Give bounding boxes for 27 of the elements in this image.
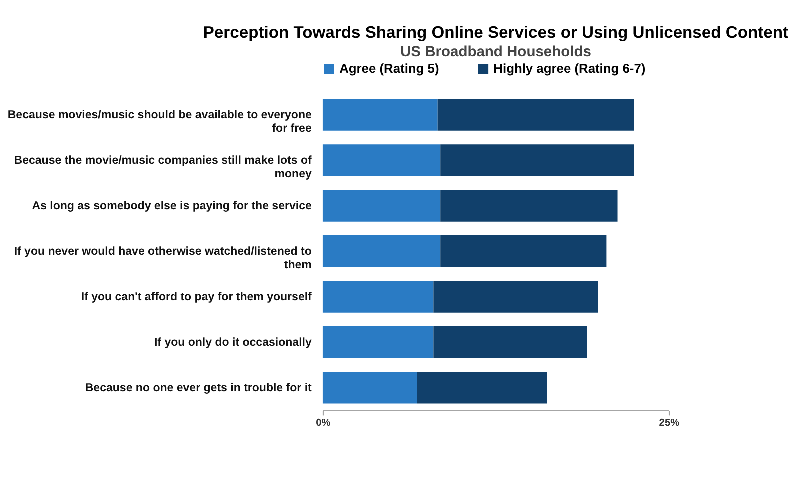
legend-label: Highly agree (Rating 6-7) [494,60,646,76]
chart-subtitle: US Broadband Households [400,44,592,60]
y-tick-label: If you can't afford to pay for them yourself [81,292,312,304]
y-tick-label: If you never would have otherwise watched/listened to them [14,246,312,272]
y-tick-label: As long as somebody else is paying for the service [32,200,312,213]
y-tick-label: Because movies/music should be available to everyone for free [8,110,312,136]
y-tick-label: If you only do it occasionally [154,337,312,350]
bar [322,372,418,404]
bar [417,372,548,404]
bar [322,326,434,358]
bar [322,236,441,268]
bar [322,144,441,176]
bar [322,99,438,131]
bar [440,190,618,222]
bar [440,236,607,268]
x-tick-label: 0% [316,418,331,429]
y-tick-label: Because the movie/music companies still make lots of money [14,155,312,181]
x-tick-label: 25% [659,418,680,429]
legend-label: Agree (Rating 5) [340,60,440,76]
bar [434,326,588,358]
y-tick-label: Because no one ever gets in trouble for it [85,382,312,395]
chart-title: Perception Towards Sharing Online Services or Using Unlicensed Content [203,22,790,42]
bar [322,190,441,222]
bar [440,144,634,176]
bar [434,281,598,313]
bar [322,281,434,313]
bar [438,99,634,131]
